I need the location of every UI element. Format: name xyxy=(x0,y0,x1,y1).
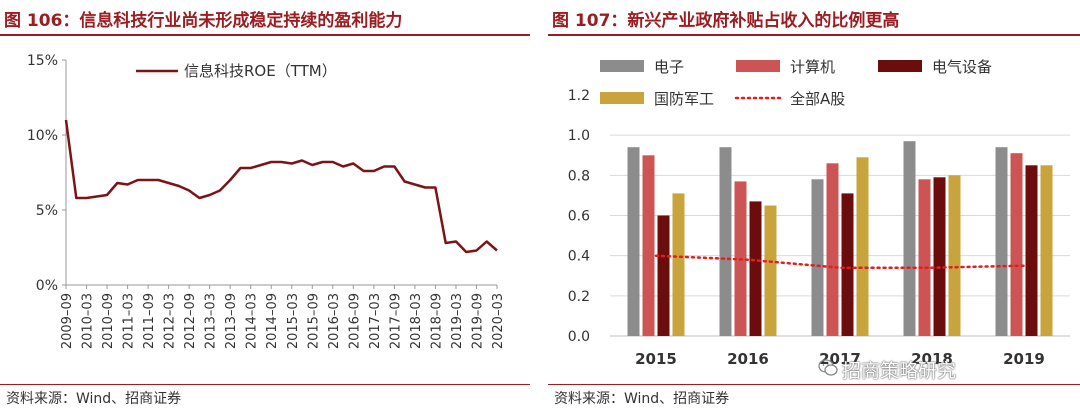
x-tick-label: 2013–09 xyxy=(224,293,239,349)
x-tick-label: 2019–09 xyxy=(470,293,485,349)
y-tick-label: 15% xyxy=(27,53,58,69)
x-tick-label: 2014–09 xyxy=(265,293,280,349)
x-tick-label: 2010–03 xyxy=(81,293,96,349)
right-figure-panel: 图 107：新兴产业政府补贴占收入的比例更高 1.2 1.0 0.8 0.6 0.4 0.… xyxy=(548,0,1080,415)
bar xyxy=(657,215,670,336)
bar xyxy=(856,157,869,336)
legend-swatch xyxy=(600,60,644,72)
x-tick-label: 2016–09 xyxy=(347,293,362,349)
legend-label: 电子 xyxy=(654,58,684,76)
y-tick-label: 0.4 xyxy=(568,249,590,265)
x-tick-label: 2015–03 xyxy=(286,293,301,349)
legend-swatch xyxy=(736,60,780,72)
x-tick-label: 2019–03 xyxy=(450,293,465,349)
left-source-rule xyxy=(0,384,530,385)
overlay-line-all-a-shares xyxy=(654,254,1026,269)
bar xyxy=(811,179,824,336)
left-figure-title: 图 106：信息科技行业尚未形成稳定持续的盈利能力 xyxy=(4,11,403,31)
x-tick-label: 2016–03 xyxy=(327,293,342,349)
legend-label: 计算机 xyxy=(790,58,835,76)
right-figure-title: 图 107：新兴产业政府补贴占收入的比例更高 xyxy=(552,11,900,31)
legend-swatch xyxy=(878,60,922,72)
bar xyxy=(764,205,777,336)
bar xyxy=(642,155,655,337)
y-tick-label: 10% xyxy=(27,128,58,144)
roe-series-line xyxy=(64,119,498,254)
subsidy-bar-chart: 1.2 1.0 0.8 0.6 0.4 0.2 0.0 2015 2016 2017 2018 201… xyxy=(568,58,1070,368)
bar xyxy=(627,147,640,336)
x-tick-label: 2020–03 xyxy=(491,293,506,349)
y-tick-label: 0.6 xyxy=(568,209,590,225)
right-source-rule xyxy=(548,384,1080,385)
x-tick-label: 2011–09 xyxy=(142,293,157,349)
bar xyxy=(1025,165,1038,336)
bar xyxy=(749,201,762,336)
bar xyxy=(948,175,961,336)
roe-line-chart: 15% 10% 5% 0%2009–09 2010–03 2010–09 2011–03 20… xyxy=(27,53,506,349)
x-tick-label: 2017–09 xyxy=(388,293,403,349)
x-tick-label: 2017 xyxy=(819,350,861,368)
legend-label-roe: 信息科技ROE（TTM） xyxy=(184,62,337,80)
wechat-icon xyxy=(818,359,838,376)
x-tick-label: 2018–09 xyxy=(429,293,444,349)
right-title-rule xyxy=(548,34,1080,36)
x-tick-label: 2009–09 xyxy=(60,293,75,349)
bar xyxy=(918,179,931,336)
x-tick-label: 2010–09 xyxy=(101,293,116,349)
legend-swatch xyxy=(600,92,644,104)
bar xyxy=(841,193,854,336)
legend-label: 电气设备 xyxy=(932,58,992,76)
x-tick-label: 2016 xyxy=(727,350,769,368)
x-tick-label: 2015–09 xyxy=(306,293,321,349)
y-tick-label: 1.2 xyxy=(568,88,590,104)
x-tick-label: 2012–09 xyxy=(183,293,198,349)
watermark-text: 招商策略研究 xyxy=(842,360,957,382)
y-tick-label: 0.2 xyxy=(568,289,590,305)
bar xyxy=(995,147,1008,336)
y-tick-label: 0.0 xyxy=(568,329,590,345)
x-tick-label: 2019 xyxy=(1003,350,1045,368)
x-tick-label: 2013–03 xyxy=(204,293,219,349)
legend-label-overlay: 全部A股 xyxy=(790,90,845,108)
left-title-rule xyxy=(0,34,530,36)
legend-label: 国防军工 xyxy=(654,90,714,108)
bar xyxy=(719,147,732,336)
y-tick-label: 1.0 xyxy=(568,128,590,144)
x-tick-label: 2017–03 xyxy=(368,293,383,349)
left-source-note: 资料来源：Wind、招商证券 xyxy=(6,391,182,407)
y-tick-label: 0.8 xyxy=(568,168,590,184)
bar xyxy=(1040,165,1053,336)
x-tick-label: 2018–03 xyxy=(409,293,424,349)
bar xyxy=(672,193,685,336)
right-source-note: 资料来源：Wind、招商证券 xyxy=(554,391,730,407)
x-tick-label: 2015 xyxy=(635,350,677,368)
x-tick-label: 2011–03 xyxy=(122,293,137,349)
bar xyxy=(1010,153,1023,336)
x-tick-label: 2012–03 xyxy=(163,293,178,349)
bar xyxy=(826,163,839,336)
left-figure-panel: 图 106：信息科技行业尚未形成稳定持续的盈利能力 15% 10% 5% 0% 2009… xyxy=(0,0,530,415)
bar xyxy=(933,177,946,336)
x-tick-label: 2014–03 xyxy=(245,293,260,349)
bar xyxy=(903,141,916,336)
y-tick-label: 0% xyxy=(36,278,58,294)
y-tick-label: 5% xyxy=(36,203,58,219)
x-tick-label: 2018 xyxy=(911,350,953,368)
